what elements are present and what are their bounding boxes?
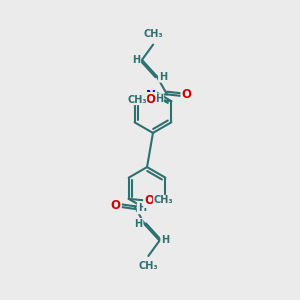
Text: H: H <box>161 235 169 245</box>
Text: O: O <box>182 88 192 101</box>
Text: H: H <box>138 203 146 213</box>
Text: H: H <box>155 94 163 104</box>
Text: N: N <box>146 89 156 102</box>
Text: H: H <box>134 219 142 229</box>
Text: CH₃: CH₃ <box>153 195 173 205</box>
Text: CH₃: CH₃ <box>143 29 163 39</box>
Text: O: O <box>144 194 154 207</box>
Text: CH₃: CH₃ <box>139 261 158 271</box>
Text: H: H <box>159 72 167 82</box>
Text: N: N <box>145 198 155 211</box>
Text: O: O <box>146 93 156 106</box>
Text: H: H <box>132 56 140 65</box>
Text: O: O <box>111 199 121 212</box>
Text: CH₃: CH₃ <box>127 94 147 105</box>
